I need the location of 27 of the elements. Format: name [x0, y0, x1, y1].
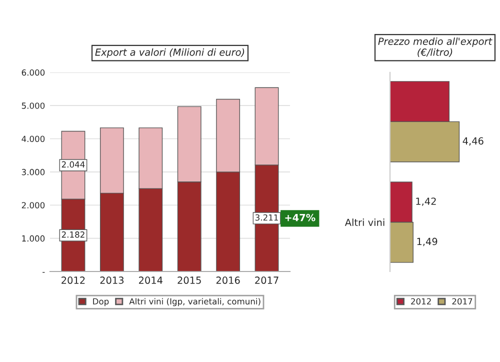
x-tick-label: 2013	[100, 276, 124, 284]
data-label: 2.044	[62, 161, 85, 168]
x-tick-label: 2017	[255, 276, 278, 284]
legend-label: 2012	[411, 298, 431, 305]
x-tick-label: 2014	[138, 276, 162, 284]
y-tick-label: 4.000	[22, 136, 45, 142]
y-tick-label: 1.000	[22, 235, 45, 242]
data-label: 1,42	[416, 198, 436, 206]
x-tick-label: 2016	[216, 276, 240, 284]
data-label: 4,46	[462, 137, 484, 146]
legend-label: Altri vini (Igp, varietali, comuni)	[129, 298, 260, 306]
data-label: 2.182	[62, 231, 84, 238]
x-tick-label: 2012	[62, 276, 85, 284]
x-tick-label: 2015	[178, 276, 201, 284]
y-tick-label: -	[42, 272, 45, 273]
legend-label: 2017	[452, 298, 472, 305]
data-label: 3.211	[255, 214, 278, 221]
y-tick-label: 3.000	[22, 168, 45, 176]
y-tick-label: 6.000	[22, 69, 45, 76]
chart-title: Export a valori (Milioni di euro)	[95, 48, 244, 58]
legend-label: Dop	[93, 298, 109, 306]
chart-title: Prezzo medio all'export (€/litro)	[378, 37, 492, 58]
annotation: +47%	[285, 214, 316, 222]
data-label: 1,49	[417, 238, 438, 246]
y-tick-label: 2.000	[22, 202, 45, 208]
y-tick-label: 5.000	[22, 102, 45, 109]
y-tick-label: Altri vini	[344, 218, 384, 226]
